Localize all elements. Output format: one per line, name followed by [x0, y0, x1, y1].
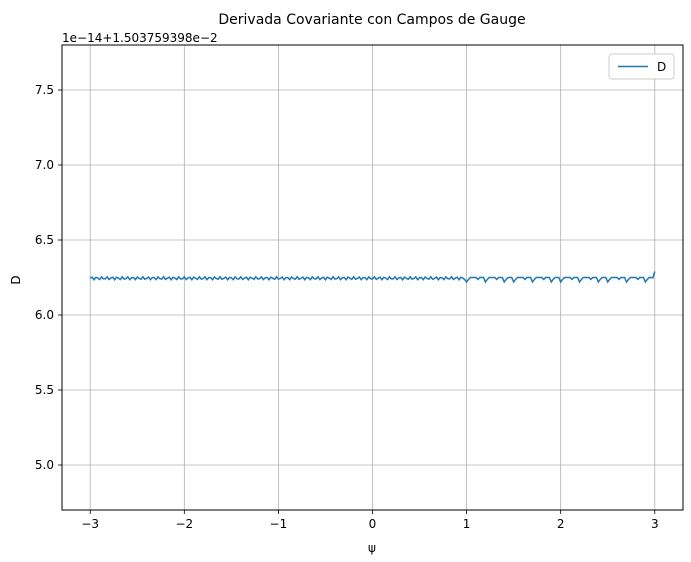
y-offset-label: 1e−14+1.503759398e−2 — [62, 31, 218, 45]
y-tick-label: 6.5 — [35, 233, 54, 247]
y-tick-label: 5.5 — [35, 383, 54, 397]
y-axis-label: D — [9, 275, 23, 284]
series-line-d — [89, 271, 656, 284]
x-tick-label: −2 — [175, 517, 193, 531]
y-tick-label: 7.5 — [35, 83, 54, 97]
y-tick-label: 5.0 — [35, 458, 54, 472]
y-tick-label: 7.0 — [35, 158, 54, 172]
x-tick-label: −3 — [81, 517, 99, 531]
x-tick-label: 2 — [557, 517, 565, 531]
x-tick-label: 3 — [651, 517, 659, 531]
x-tick-label: −1 — [270, 517, 288, 531]
legend-label-d: D — [657, 60, 666, 74]
x-tick-label: 1 — [463, 517, 471, 531]
axis-ticks — [58, 89, 656, 514]
x-axis-label: ψ — [368, 541, 376, 555]
y-tick-labels: 5.0 5.5 6.0 6.5 7.0 7.5 — [35, 83, 54, 472]
chart-title: Derivada Covariante con Campos de Gauge — [218, 12, 525, 28]
grid — [62, 45, 683, 510]
y-tick-label: 6.0 — [35, 308, 54, 322]
legend: D — [608, 53, 675, 80]
x-tick-label: 0 — [369, 517, 377, 531]
x-tick-labels: −3 −2 −1 0 1 2 3 — [81, 517, 658, 531]
